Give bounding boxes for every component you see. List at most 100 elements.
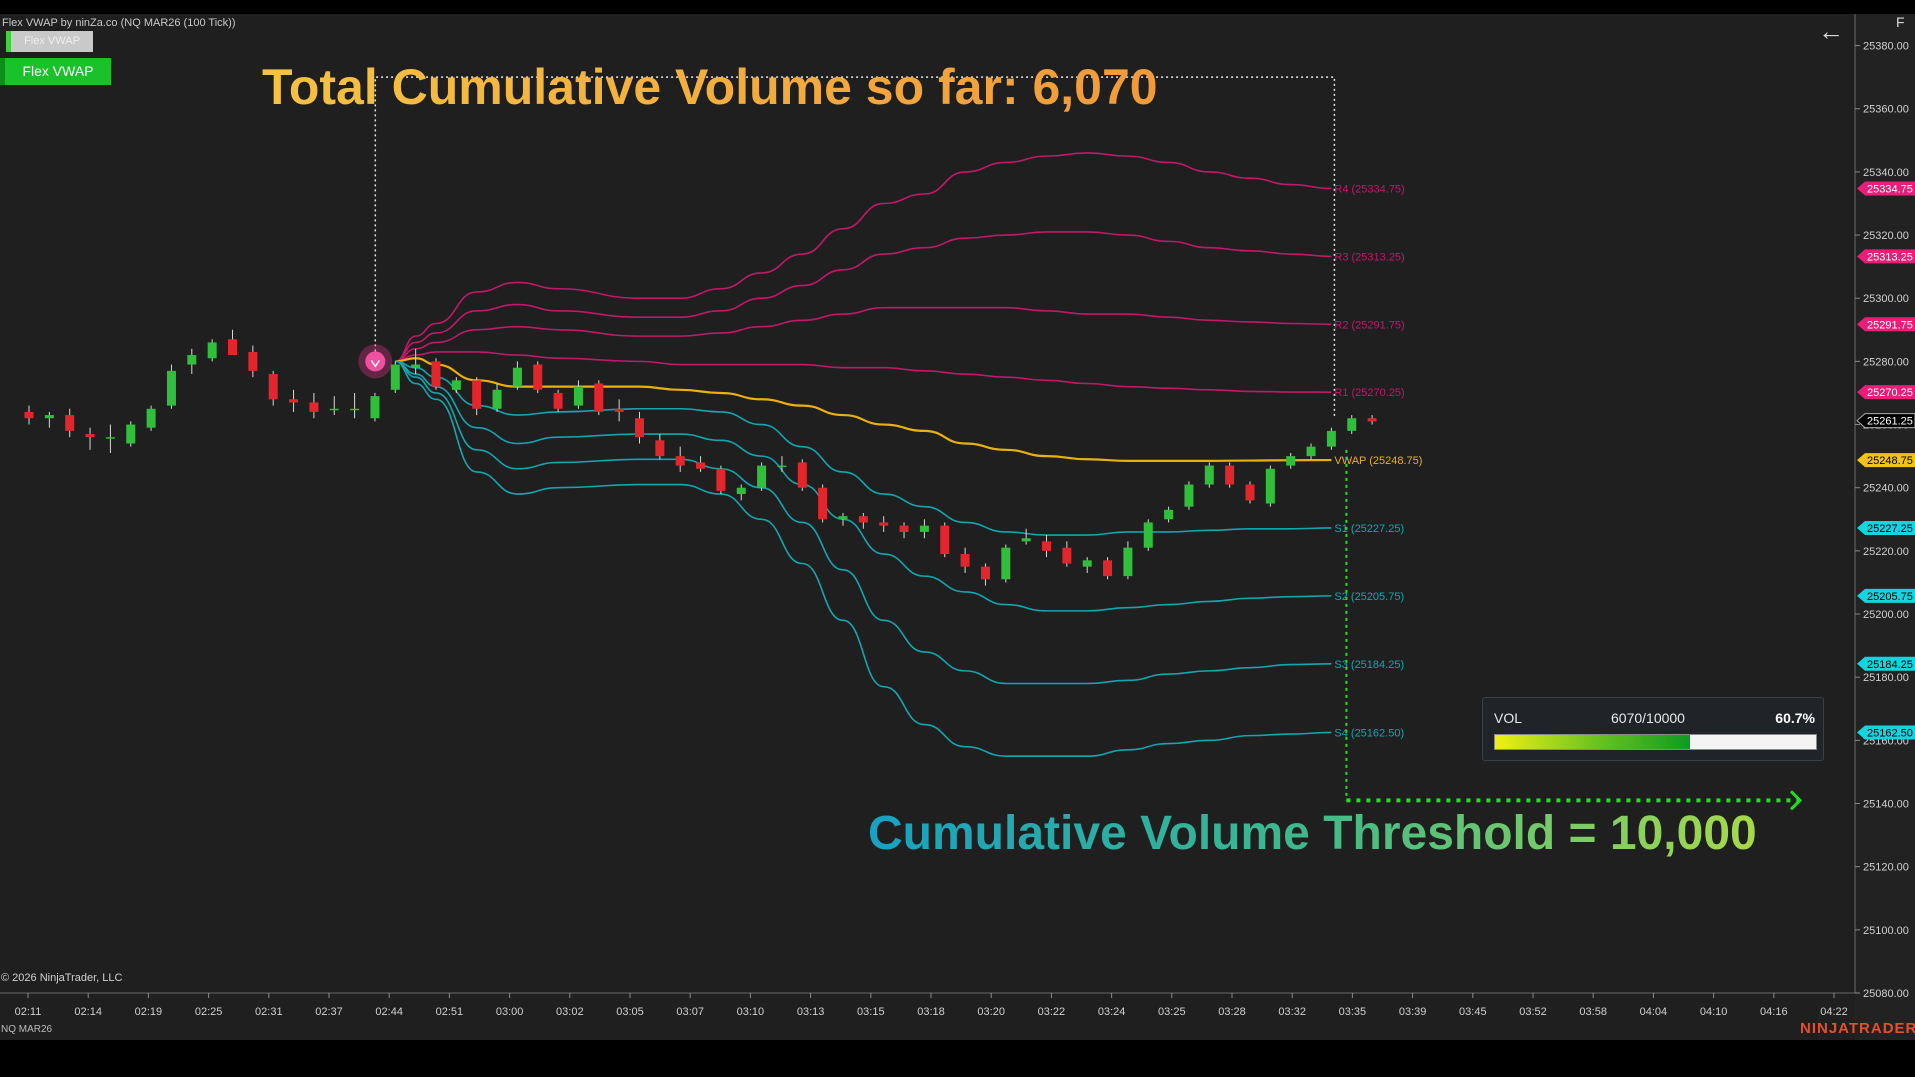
time-tick-label: 03:39 bbox=[1399, 1006, 1427, 1018]
candle-body bbox=[838, 516, 848, 520]
candle-body bbox=[411, 364, 421, 368]
price-badge-label: 25270.25 bbox=[1867, 387, 1913, 399]
band-label-vwap: VWAP (25248.75) bbox=[1334, 455, 1422, 467]
band-line-r2 bbox=[395, 306, 1332, 363]
price-tick-label: 25140.00 bbox=[1863, 799, 1909, 811]
flex-vwap-button[interactable]: Flex VWAP bbox=[0, 58, 111, 85]
band-line-r3 bbox=[395, 231, 1332, 363]
candle-body bbox=[146, 408, 156, 428]
band-label-s3: S3 (25184.25) bbox=[1334, 659, 1404, 671]
price-tick-label: 25240.00 bbox=[1863, 483, 1909, 495]
candle-body bbox=[44, 415, 54, 419]
candle-body bbox=[1042, 541, 1051, 551]
candle-body bbox=[696, 462, 706, 469]
time-tick-label: 03:15 bbox=[857, 1006, 885, 1018]
candle-body bbox=[553, 392, 563, 409]
time-tick-label: 02:37 bbox=[315, 1006, 343, 1018]
axis-corner-label[interactable]: F bbox=[1896, 14, 1905, 30]
price-badge: 25227.25 bbox=[1857, 520, 1915, 535]
time-tick-label: 03:35 bbox=[1339, 1006, 1367, 1018]
candle-body bbox=[1184, 484, 1194, 507]
band-line-s2 bbox=[395, 360, 1332, 612]
candle-body bbox=[248, 351, 258, 371]
candle-body bbox=[1225, 465, 1235, 485]
candle-body bbox=[492, 389, 502, 409]
time-tick-label: 03:02 bbox=[556, 1006, 584, 1018]
candle-body bbox=[533, 364, 543, 390]
candle-body bbox=[268, 374, 278, 400]
price-badge-shape bbox=[1857, 725, 1915, 740]
band-label-r4: R4 (25334.75) bbox=[1334, 183, 1404, 195]
price-badge-shape bbox=[1857, 249, 1915, 264]
price-badge-shape bbox=[1857, 385, 1915, 400]
price-tick-label: 25220.00 bbox=[1863, 546, 1909, 558]
candle-body bbox=[960, 554, 970, 567]
price-tick-label: 25360.00 bbox=[1863, 104, 1909, 116]
cumulative-volume-headline: Total Cumulative Volume so far: 6,070 bbox=[262, 59, 1158, 115]
candle-body bbox=[818, 487, 828, 520]
price-tick-label: 25180.00 bbox=[1863, 672, 1909, 684]
time-tick-label: 02:19 bbox=[135, 1006, 163, 1018]
price-badge-label: 25313.25 bbox=[1867, 251, 1913, 263]
time-tick-label: 04:22 bbox=[1820, 1006, 1848, 1018]
price-badge-label: 25184.25 bbox=[1867, 659, 1913, 671]
candle-body bbox=[350, 408, 360, 411]
time-tick-label: 04:04 bbox=[1640, 1006, 1668, 1018]
candle-body bbox=[797, 462, 807, 488]
chart-background bbox=[0, 14, 1915, 1040]
volume-progress-track bbox=[1494, 734, 1817, 750]
price-badge-label: 25291.75 bbox=[1867, 319, 1913, 331]
candle-body bbox=[126, 424, 136, 444]
volume-count: 6070/10000 bbox=[1611, 710, 1685, 726]
price-badge-shape bbox=[1857, 181, 1915, 196]
price-tick-label: 25320.00 bbox=[1863, 230, 1909, 242]
flex-vwap-toggle-button[interactable]: Flex VWAP bbox=[6, 31, 93, 52]
price-badge-shape bbox=[1857, 520, 1915, 535]
ninjatrader-logo: NINJATRADER bbox=[1800, 1020, 1915, 1037]
band-label-s2: S2 (25205.75) bbox=[1334, 591, 1404, 603]
volume-progress-fill bbox=[1495, 735, 1690, 749]
instrument-label: NQ MAR26 bbox=[1, 1024, 53, 1035]
price-badge: 25205.75 bbox=[1857, 588, 1915, 603]
price-tick-label: 25300.00 bbox=[1863, 293, 1909, 305]
candle-body bbox=[166, 370, 176, 406]
candle-body bbox=[228, 339, 237, 356]
candle-body bbox=[512, 367, 522, 387]
time-tick-label: 03:45 bbox=[1459, 1006, 1487, 1018]
arrow-left-icon[interactable]: ← bbox=[1818, 16, 1844, 46]
price-badge-label: 25162.50 bbox=[1867, 727, 1913, 739]
price-badge-shape bbox=[1857, 317, 1915, 332]
volume-threshold-caption: Cumulative Volume Threshold = 10,000 bbox=[868, 807, 1757, 860]
candle-body bbox=[1164, 509, 1174, 520]
candle-body bbox=[431, 361, 441, 387]
price-badge: 25334.75 bbox=[1857, 181, 1915, 196]
time-tick-label: 03:18 bbox=[917, 1006, 945, 1018]
candle-body bbox=[1143, 522, 1153, 548]
arrow-right-icon bbox=[1789, 790, 1803, 811]
candle-body bbox=[736, 487, 746, 495]
price-badge: 25270.25 bbox=[1857, 385, 1915, 400]
band-label-s1: S1 (25227.25) bbox=[1334, 523, 1404, 535]
candle-body bbox=[655, 440, 665, 457]
price-tick-label: 25280.00 bbox=[1863, 356, 1909, 368]
candle-body bbox=[309, 402, 319, 412]
candle-body bbox=[1082, 560, 1092, 567]
time-tick-label: 03:07 bbox=[676, 1006, 704, 1018]
candle-body bbox=[370, 396, 380, 419]
time-tick-label: 02:31 bbox=[255, 1006, 283, 1018]
candle-body bbox=[1021, 538, 1031, 542]
anchor-point bbox=[365, 351, 386, 372]
price-tick-label: 25120.00 bbox=[1863, 862, 1909, 874]
time-tick-label: 02:25 bbox=[195, 1006, 223, 1018]
band-line-s3 bbox=[395, 360, 1332, 685]
time-tick-label: 03:22 bbox=[1038, 1006, 1066, 1018]
time-tick-label: 04:10 bbox=[1700, 1006, 1728, 1018]
band-line-s1 bbox=[395, 360, 1332, 536]
price-tick-label: 25380.00 bbox=[1863, 41, 1909, 53]
price-badge: 25313.25 bbox=[1857, 249, 1915, 264]
candle-body bbox=[635, 418, 644, 438]
candle-body bbox=[879, 522, 889, 526]
time-tick-label: 03:00 bbox=[496, 1006, 524, 1018]
candle-body bbox=[573, 386, 583, 406]
